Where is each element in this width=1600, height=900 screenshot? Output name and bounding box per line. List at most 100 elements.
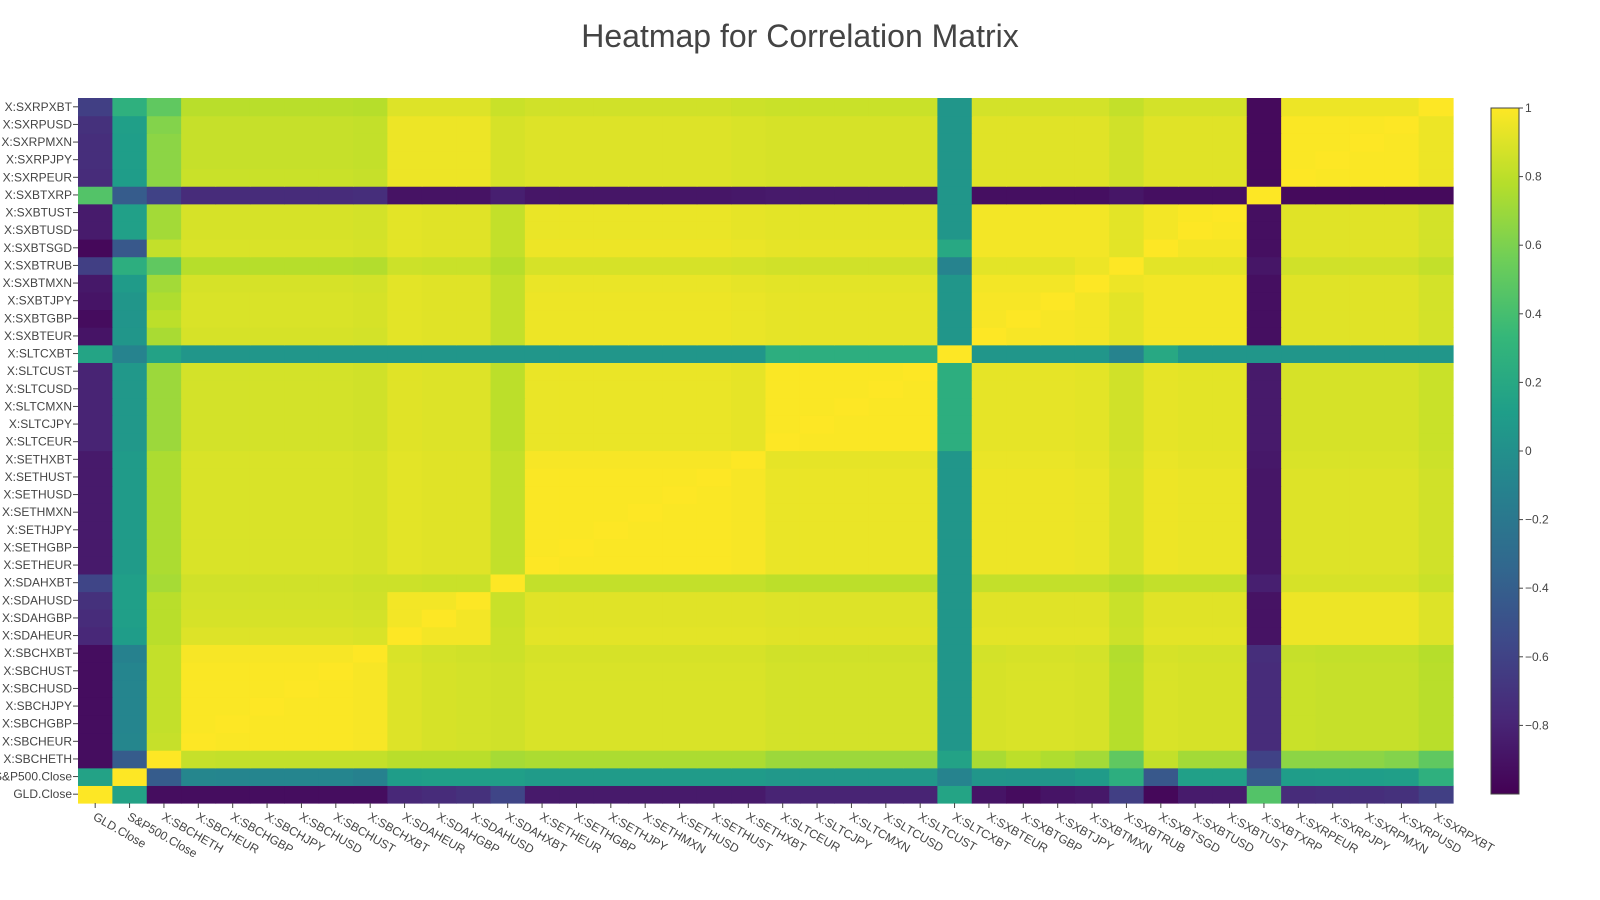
heatmap-cell [249,203,285,222]
heatmap-cell [593,291,629,311]
heatmap-cell [868,186,904,205]
heatmap-cell [903,591,938,610]
heatmap-cell [284,203,320,222]
heatmap-cell [387,679,423,698]
heatmap-cell [971,503,1007,522]
heatmap-cell [834,485,870,504]
heatmap-cell [1040,521,1076,540]
heatmap-cell [387,115,423,134]
heatmap-cell [78,327,113,346]
heatmap-cell [696,291,732,311]
heatmap-cell [765,221,801,240]
heatmap-cell [78,662,113,681]
heatmap-cell [799,644,835,663]
heatmap-cell [765,556,801,575]
heatmap-cell [353,344,388,363]
heatmap-cell [1143,186,1179,205]
heatmap-cell [1315,291,1351,311]
heatmap-cell [146,344,182,363]
heatmap-cell [112,168,148,187]
heatmap-cell [146,697,182,716]
heatmap-cell [1418,133,1454,152]
heatmap-cell [799,767,835,786]
heatmap-cell [1143,521,1179,540]
heatmap-cell [1006,344,1042,363]
heatmap-cell [628,767,663,786]
heatmap-cell [1143,679,1179,698]
heatmap-cell [593,591,629,610]
heatmap-cell [696,239,732,258]
heatmap-cell [1246,503,1282,522]
y-tick-label: X:SXRPXBT [5,100,73,114]
heatmap-cell [490,415,526,434]
heatmap-cell [78,98,113,117]
colorbar-tick-label: 0.8 [1525,170,1542,184]
heatmap-cell [146,679,182,698]
heatmap-cell [1040,750,1076,769]
heatmap-cell [1246,221,1282,240]
heatmap-cell [1178,521,1213,540]
heatmap-cell [146,767,182,786]
heatmap-cell [353,714,388,734]
heatmap-cell [490,626,526,645]
heatmap-cell [524,309,560,328]
heatmap-cell [559,274,595,293]
heatmap-cell [353,239,388,258]
heatmap-cell [387,274,423,293]
heatmap-cell [1349,115,1385,134]
heatmap-cell [628,485,663,504]
heatmap-cell [1143,732,1179,751]
heatmap-cell [490,697,526,716]
heatmap-cell [456,556,492,575]
heatmap-cell [662,714,698,734]
heatmap-cell [284,344,320,363]
heatmap-cell [387,239,423,258]
heatmap-cell [318,556,354,575]
heatmap-cell [1418,485,1454,504]
heatmap-cell [903,133,938,152]
heatmap-cell [421,591,457,610]
heatmap-cell [799,714,835,734]
heatmap-cell [78,291,113,311]
heatmap-cell [1315,274,1351,293]
heatmap-cell [731,432,767,452]
heatmap-cell [353,221,388,240]
heatmap-cell [765,714,801,734]
heatmap-cell [1281,415,1317,434]
heatmap-cell [1281,221,1317,240]
heatmap-cell [1281,186,1317,205]
y-tick-label: X:SXBTEUR [4,329,72,343]
heatmap-cell [112,415,148,434]
heatmap-cell [628,221,663,240]
heatmap-cell [318,626,354,645]
heatmap-cell [524,521,560,540]
heatmap-cell [765,573,801,593]
heatmap-cell [1040,450,1076,469]
heatmap-cell [1315,168,1351,187]
heatmap-cell [249,750,285,769]
heatmap-cell [834,503,870,522]
heatmap-cell [1212,714,1248,734]
heatmap-cell [353,133,388,152]
heatmap-cell [249,380,285,399]
heatmap-cell [1384,468,1420,487]
heatmap-cell [387,380,423,399]
heatmap-cell [421,679,457,698]
heatmap-cell [456,732,492,751]
heatmap-cell [834,221,870,240]
heatmap-cell [1246,327,1282,346]
heatmap-cell [1178,239,1213,258]
heatmap-cell [937,767,973,786]
heatmap-cell [524,203,560,222]
heatmap-cell [387,362,423,381]
heatmap-cell [112,115,148,134]
heatmap-cell [628,203,663,222]
heatmap-cell [249,98,285,117]
heatmap-cell [524,239,560,258]
heatmap-cell [353,362,388,381]
heatmap-cell [868,591,904,610]
heatmap-cell [1109,150,1145,170]
heatmap-cell [1281,344,1317,363]
y-tick-label: X:SXBTUSD [4,223,72,237]
heatmap-cell [1418,344,1454,363]
